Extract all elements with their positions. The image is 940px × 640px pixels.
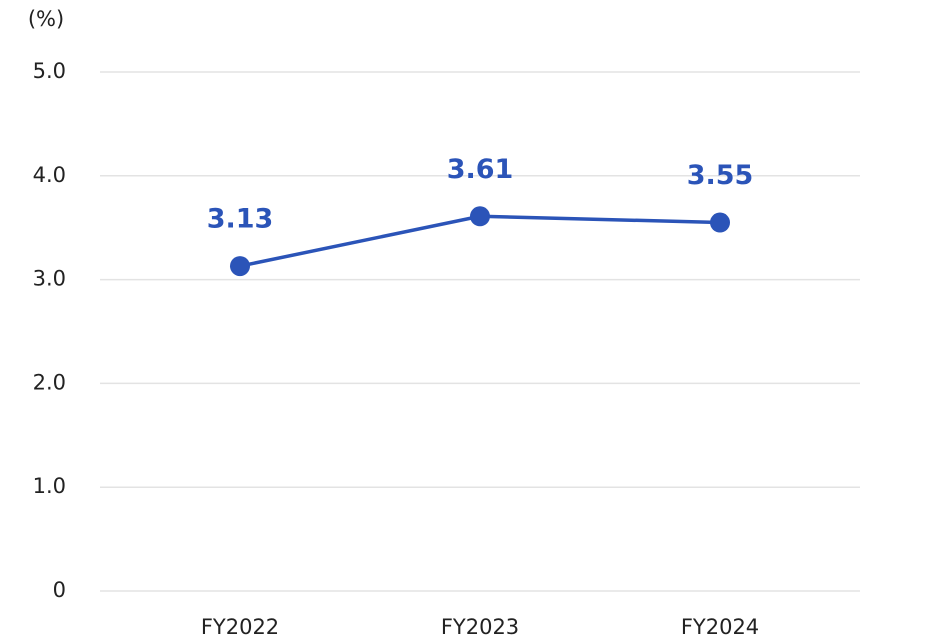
y-tick-label: 3.0 [33,267,66,291]
y-axis-label: (%) [28,7,64,31]
y-tick-label: 2.0 [33,370,66,394]
x-tick-label: FY2023 [441,615,519,639]
x-tick-label: FY2022 [201,615,279,639]
point [710,212,730,233]
point [230,256,250,277]
value-label: 3.13 [207,204,274,235]
value-label: 3.61 [447,154,514,185]
value-label: 3.55 [687,160,754,191]
x-tick-label: FY2024 [681,615,759,639]
y-tick-label: 1.0 [33,474,66,498]
y-tick-label: 5.0 [33,59,66,83]
y-tick-label: 0 [53,578,66,602]
point [470,206,490,227]
y-tick-label: 4.0 [33,163,66,187]
